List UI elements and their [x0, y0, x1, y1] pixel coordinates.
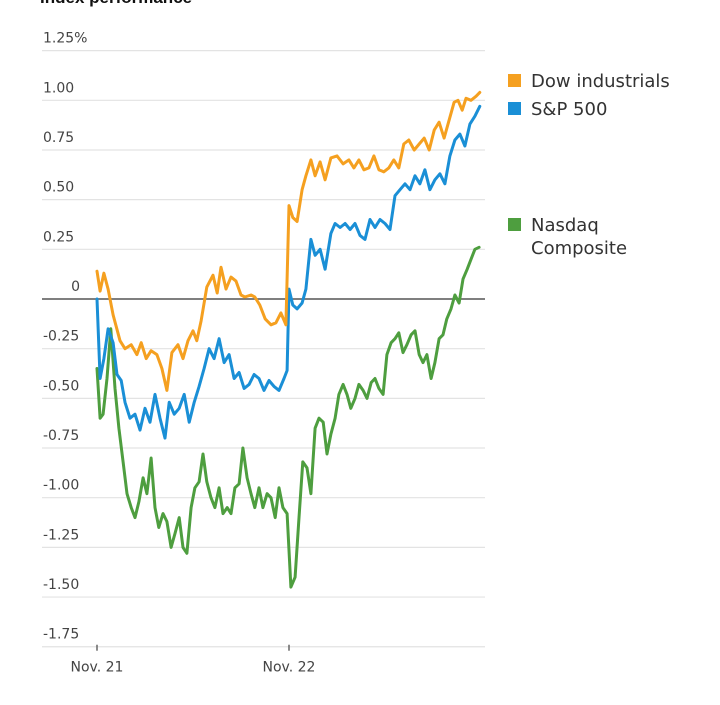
legend-label-dow: Dow industrials — [531, 71, 670, 92]
legend-label-nasdaq-line2: Composite — [531, 238, 628, 259]
y-tick-label: -0.25 — [43, 329, 79, 345]
x-tick-label: Nov. 22 — [263, 660, 316, 676]
y-tick-label: 0.50 — [43, 180, 74, 196]
y-tick-label: 1.25% — [43, 31, 87, 47]
legend-label-nasdaq: Nasdaq Composite — [531, 214, 627, 260]
y-tick-label: -1.50 — [43, 577, 79, 593]
legend-item-sp500: S&P 500 — [508, 98, 607, 121]
y-axis-ticks: 1.25% 1.00 0.75 0.50 0.25 0 -0.25 -0.50 -0.75 -1.… — [43, 31, 87, 643]
y-tick-label: -0.75 — [43, 428, 79, 444]
y-tick-label: -0.50 — [43, 378, 79, 394]
y-tick-label: -1.25 — [43, 527, 79, 543]
y-tick-label: 0.25 — [43, 229, 74, 245]
series-line-dow-industrials — [95, 90, 482, 392]
series-line-nasdaq-composite — [95, 245, 481, 589]
series-lines — [95, 90, 482, 589]
x-tick-label: Nov. 21 — [71, 660, 124, 676]
legend-swatch-dow — [508, 74, 521, 87]
legend-label-sp500: S&P 500 — [531, 99, 608, 120]
y-tick-label: 1.00 — [43, 80, 74, 96]
x-axis-ticks: Nov. 21 Nov. 22 — [71, 644, 316, 676]
legend-swatch-sp500 — [508, 102, 521, 115]
legend-swatch-nasdaq — [508, 218, 521, 231]
legend-item-dow: Dow industrials — [508, 70, 670, 93]
chart-title: Index performance — [40, 0, 192, 8]
y-tick-label: 0.75 — [43, 130, 74, 146]
y-tick-label: -1.75 — [43, 627, 79, 643]
y-tick-label: -1.00 — [43, 478, 79, 494]
gridlines — [42, 50, 485, 648]
y-tick-label: 0 — [71, 279, 80, 295]
legend-item-nasdaq: Nasdaq Composite — [508, 214, 627, 260]
series-line-s-p-500 — [95, 104, 482, 440]
legend-label-nasdaq-line1: Nasdaq — [531, 215, 599, 236]
